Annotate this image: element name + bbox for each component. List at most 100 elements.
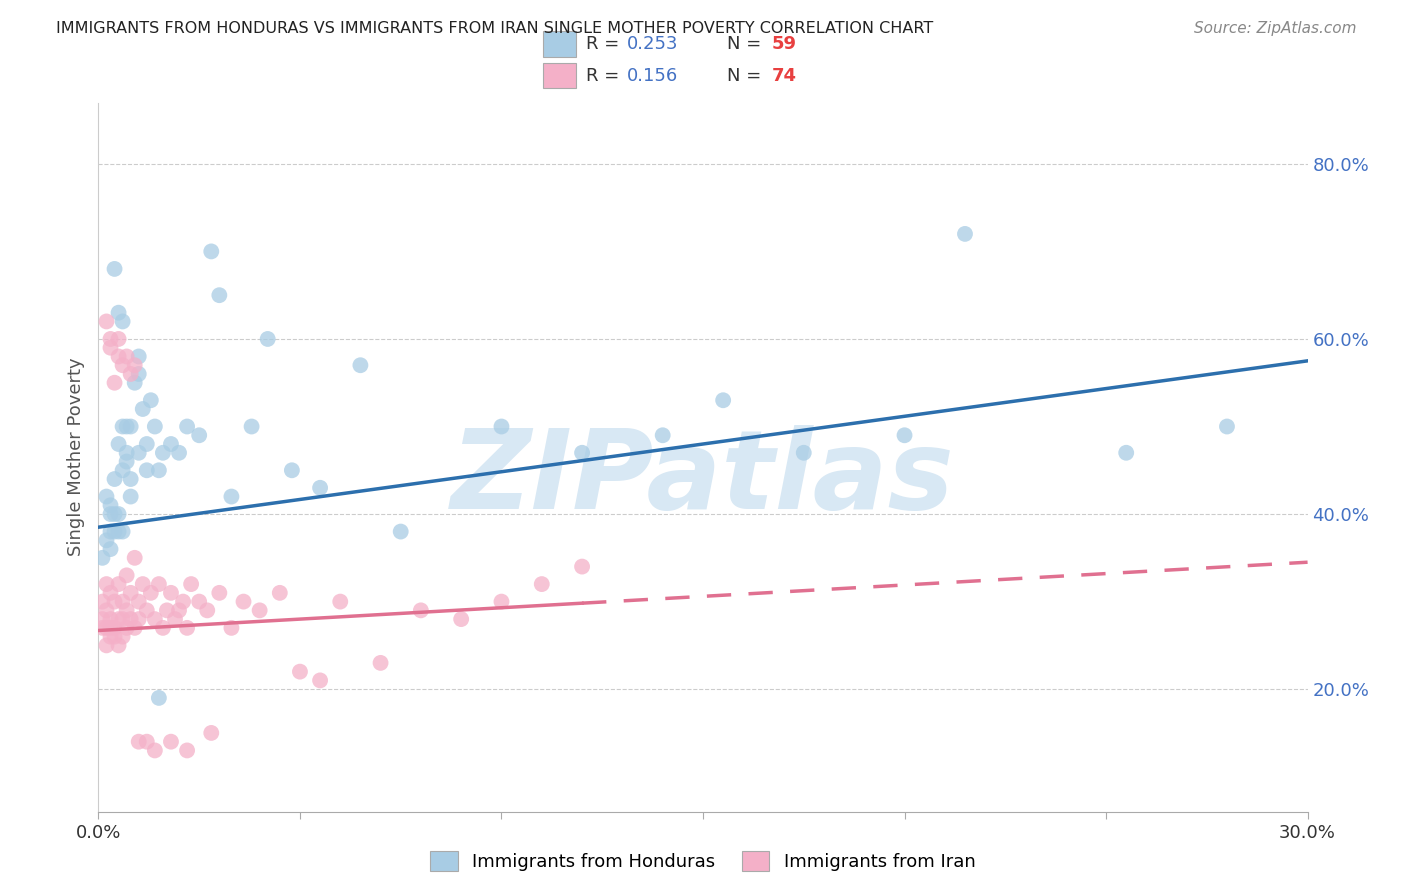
Point: [96, 533, 118, 548]
Point: [100, 621, 122, 635]
Point: [409, 603, 432, 617]
Point: [103, 261, 125, 276]
Point: [148, 577, 170, 591]
Point: [571, 446, 593, 460]
Point: [172, 594, 194, 608]
Point: [100, 586, 122, 600]
Point: [124, 358, 146, 372]
Point: [124, 621, 146, 635]
Point: [711, 393, 734, 408]
Point: [115, 621, 138, 635]
Point: [143, 612, 166, 626]
Point: [530, 577, 553, 591]
Text: 74: 74: [772, 67, 797, 85]
Point: [269, 586, 291, 600]
Point: [208, 288, 231, 302]
Point: [135, 437, 157, 451]
Point: [100, 498, 122, 512]
Y-axis label: Single Mother Poverty: Single Mother Poverty: [66, 358, 84, 557]
Point: [249, 603, 271, 617]
Point: [96, 621, 118, 635]
Point: [128, 367, 150, 381]
Point: [167, 603, 190, 617]
Point: [96, 603, 118, 617]
Point: [107, 577, 129, 591]
Point: [1115, 446, 1137, 460]
Point: [281, 463, 304, 477]
Point: [107, 437, 129, 451]
Point: [115, 419, 138, 434]
Point: [256, 332, 278, 346]
Text: 0.156: 0.156: [627, 67, 679, 85]
Text: R =: R =: [586, 35, 624, 54]
Point: [329, 594, 352, 608]
Point: [91, 594, 114, 608]
Point: [152, 446, 174, 460]
Point: [491, 419, 513, 434]
Point: [188, 428, 211, 442]
Legend: Immigrants from Honduras, Immigrants from Iran: Immigrants from Honduras, Immigrants fro…: [423, 844, 983, 879]
Point: [163, 612, 186, 626]
Point: [135, 603, 157, 617]
Text: IMMIGRANTS FROM HONDURAS VS IMMIGRANTS FROM IRAN SINGLE MOTHER POVERTY CORRELATI: IMMIGRANTS FROM HONDURAS VS IMMIGRANTS F…: [56, 21, 934, 36]
Point: [176, 419, 198, 434]
Point: [103, 630, 125, 644]
Point: [208, 586, 231, 600]
Point: [107, 332, 129, 346]
Point: [120, 419, 142, 434]
Point: [107, 524, 129, 539]
Point: [107, 639, 129, 653]
Point: [115, 350, 138, 364]
Point: [103, 376, 125, 390]
Point: [91, 612, 114, 626]
Point: [200, 244, 222, 259]
Point: [139, 393, 162, 408]
Text: Source: ZipAtlas.com: Source: ZipAtlas.com: [1194, 21, 1357, 36]
Point: [91, 550, 114, 565]
FancyBboxPatch shape: [543, 62, 575, 88]
Point: [111, 314, 134, 328]
Point: [156, 603, 179, 617]
Point: [200, 726, 222, 740]
Point: [111, 594, 134, 608]
Point: [124, 376, 146, 390]
Point: [450, 612, 472, 626]
Point: [232, 594, 254, 608]
Point: [176, 621, 198, 635]
Point: [103, 524, 125, 539]
Point: [115, 568, 138, 582]
Point: [221, 490, 243, 504]
Point: [128, 446, 150, 460]
Point: [96, 577, 118, 591]
Point: [370, 656, 392, 670]
Point: [96, 639, 118, 653]
Point: [288, 665, 311, 679]
Text: 0.253: 0.253: [627, 35, 679, 54]
Point: [128, 350, 150, 364]
Point: [143, 743, 166, 757]
Point: [103, 594, 125, 608]
Point: [111, 630, 134, 644]
Point: [96, 490, 118, 504]
Point: [309, 481, 332, 495]
Point: [128, 594, 150, 608]
Point: [111, 524, 134, 539]
Point: [893, 428, 915, 442]
Point: [160, 437, 183, 451]
Text: N =: N =: [727, 67, 768, 85]
Point: [143, 419, 166, 434]
Point: [148, 690, 170, 705]
Point: [135, 734, 157, 748]
Point: [100, 542, 122, 557]
Point: [167, 446, 190, 460]
Point: [100, 341, 122, 355]
Point: [103, 472, 125, 486]
Point: [120, 586, 142, 600]
Point: [107, 306, 129, 320]
Point: [160, 734, 183, 748]
Point: [195, 603, 218, 617]
Point: [128, 734, 150, 748]
Point: [389, 524, 412, 539]
Text: ZIPatlas: ZIPatlas: [451, 425, 955, 532]
Point: [176, 743, 198, 757]
